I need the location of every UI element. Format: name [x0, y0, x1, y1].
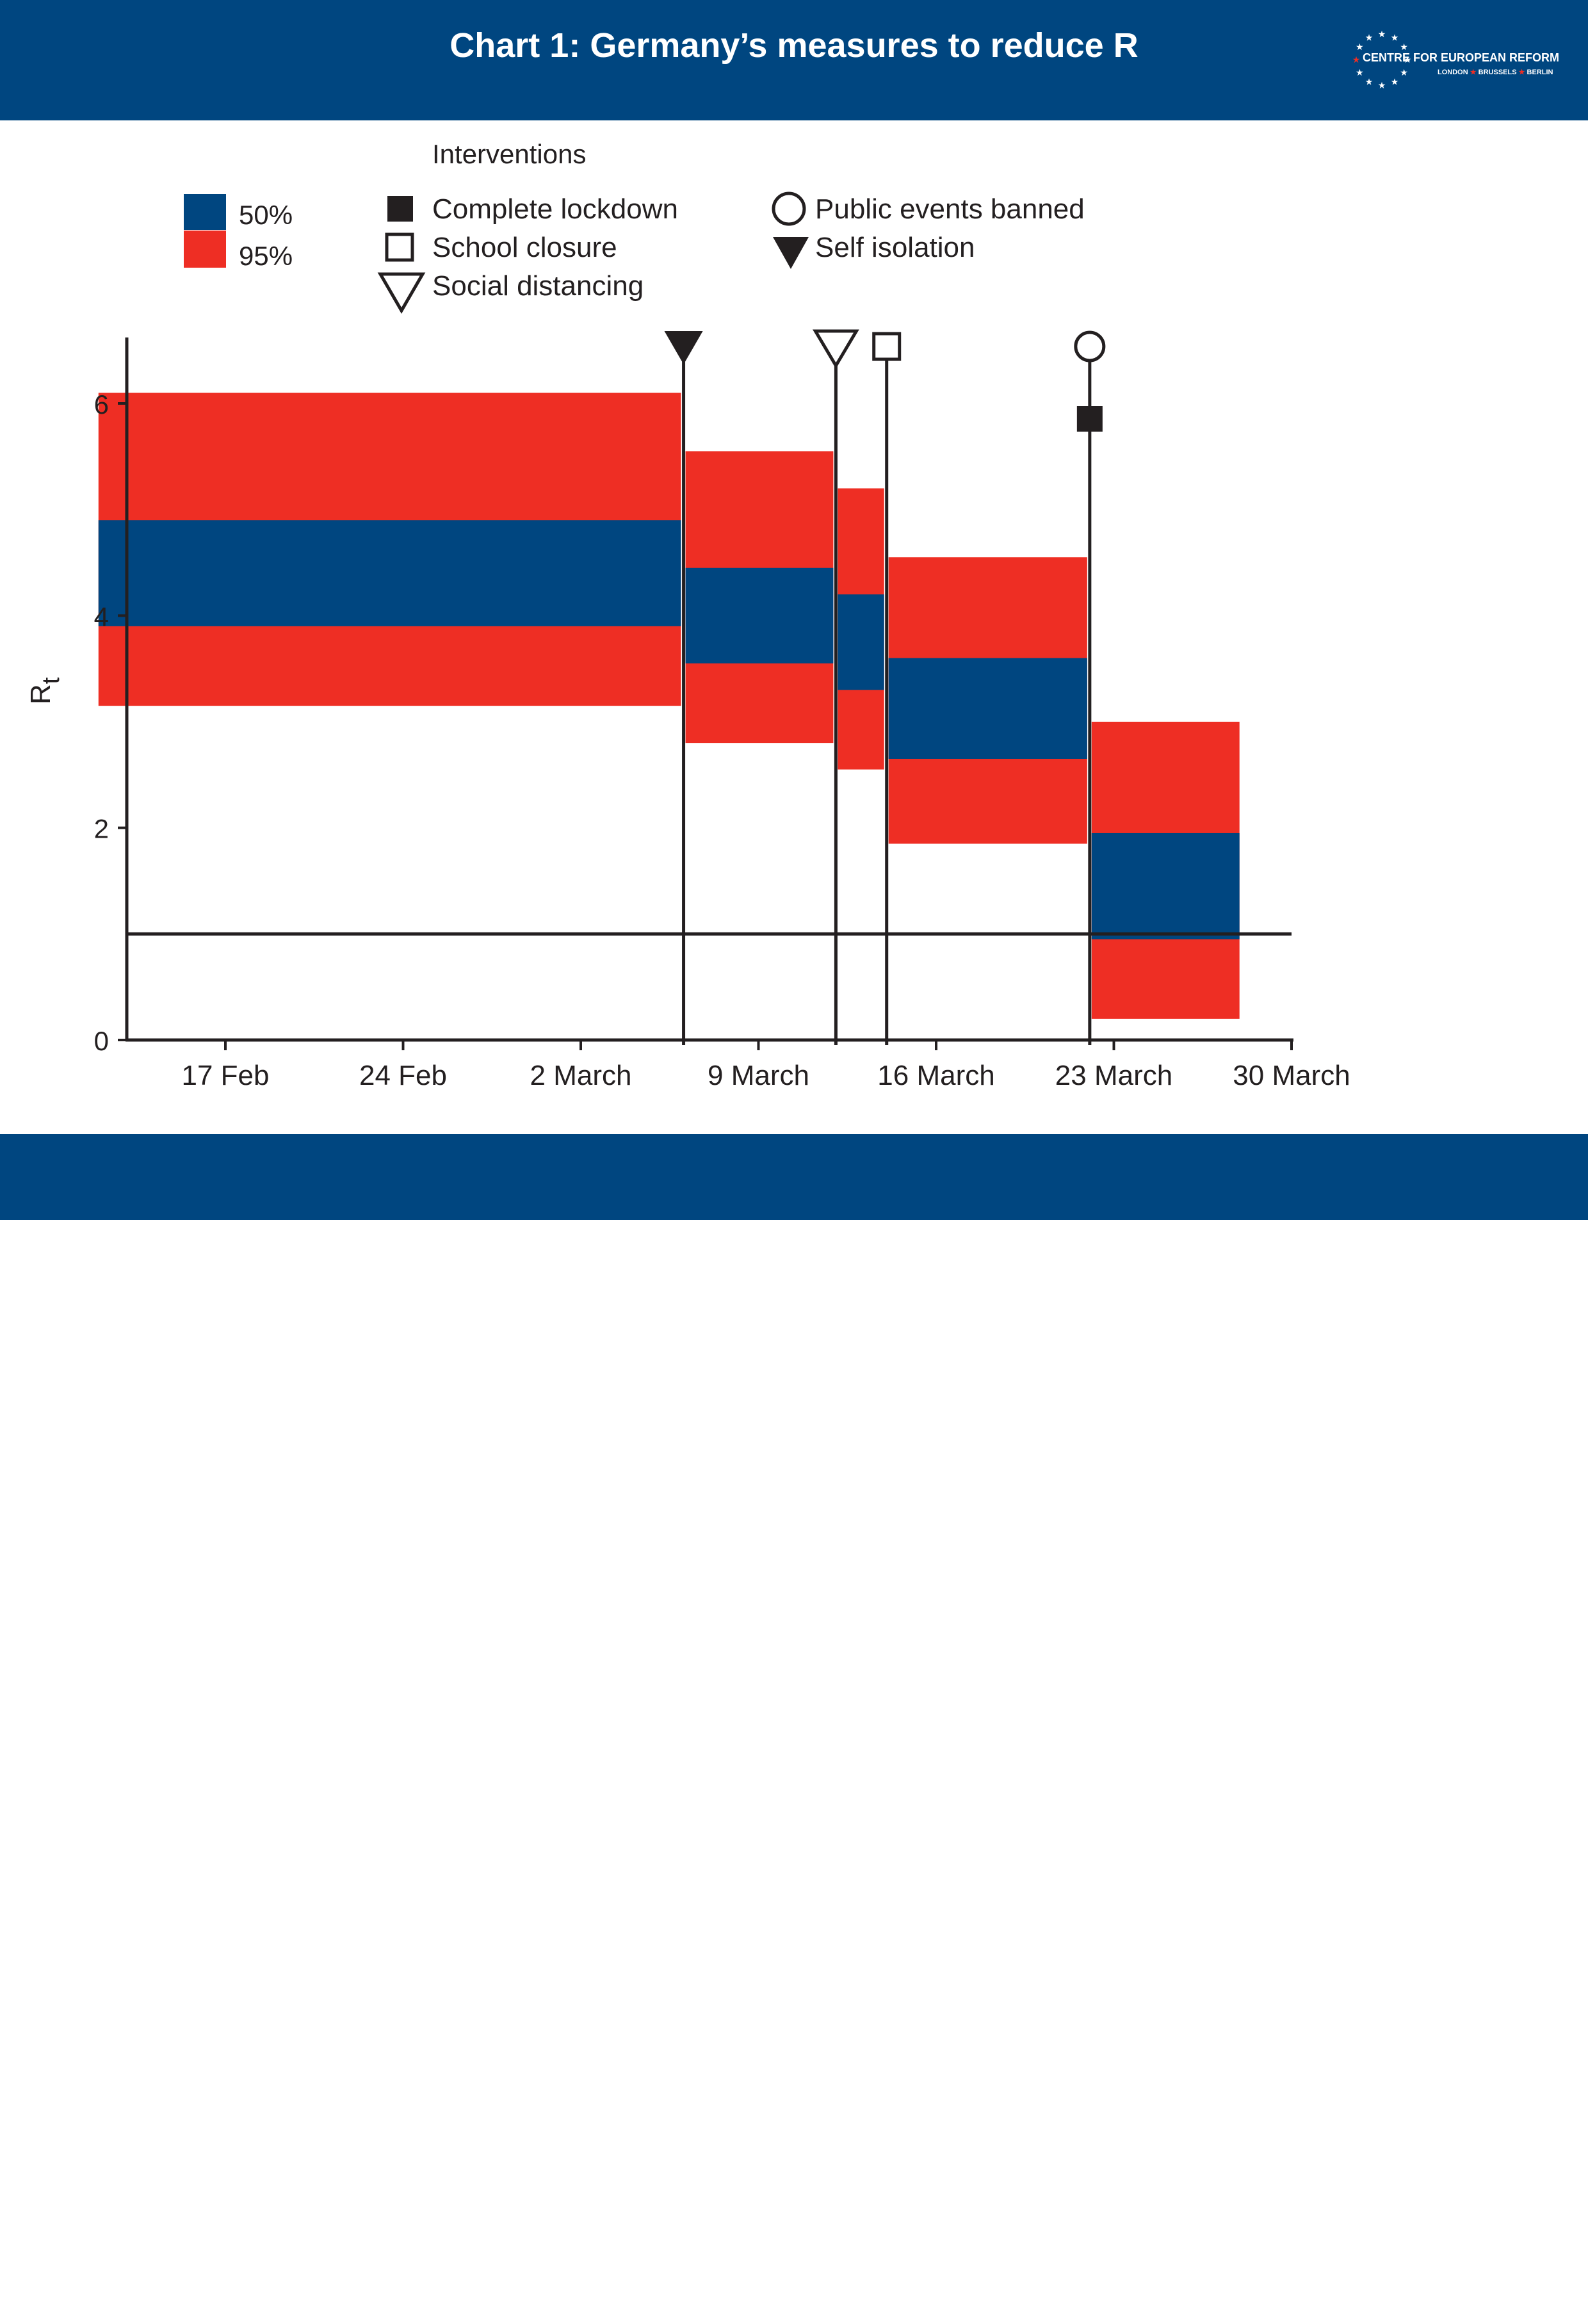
eu-stars-icon: ★ ★★★★★★★★★★★	[1352, 29, 1412, 91]
x-tick-label-7: 30 March	[1233, 1060, 1350, 1091]
legend: Interventions 50% 95% Complete lockdown …	[184, 139, 1085, 314]
logo-city-brussels: BRUSSELS	[1479, 69, 1517, 76]
y-axis-label: Rt	[25, 677, 65, 704]
open-circle-marker-icon	[1074, 330, 1106, 362]
logo-separator-icon: ★	[1517, 69, 1527, 76]
interventions-layer	[664, 329, 1106, 1045]
legend-school-closure: School closure	[432, 232, 617, 263]
axes-layer: 0 2 4 6 17 Feb 24 Feb 2 March 9 March 16 March 23…	[25, 337, 1350, 1091]
school-closure-legend-icon	[385, 232, 414, 262]
complete-lockdown-legend-icon	[387, 196, 413, 222]
chart-title: Chart 1: Germany’s measures to reduce R	[450, 26, 1138, 65]
filled-triangle-down-marker-icon	[664, 331, 703, 364]
legend-swatch-50	[184, 194, 226, 230]
logo-separator-icon: ★	[1468, 69, 1479, 76]
self-isolation-legend-icon	[773, 237, 809, 269]
y-tick-label-0: 0	[94, 1026, 109, 1056]
logo-star-icon: ★	[1400, 42, 1408, 53]
x-tick-label-1: 17 Feb	[182, 1060, 270, 1091]
logo-star-icon: ★	[1365, 77, 1373, 88]
public-events-legend-icon	[772, 191, 806, 226]
logo-cities: LONDON ★ BRUSSELS ★ BERLIN	[1438, 69, 1553, 76]
open-square-marker-icon	[872, 332, 902, 361]
y-tick-label-4: 4	[94, 601, 109, 631]
band-50-period-3	[838, 594, 884, 690]
legend-complete-lockdown: Complete lockdown	[432, 193, 678, 225]
legend-title: Interventions	[432, 139, 586, 169]
logo-star-icon: ★	[1391, 77, 1399, 88]
header-bar: Chart 1: Germany’s measures to reduce R …	[0, 0, 1588, 120]
y-tick-label-2: 2	[94, 814, 109, 844]
x-tick-label-4: 9 March	[708, 1060, 809, 1091]
source-note: Source: Imperial College London.	[53, 2296, 414, 2323]
legend-label-50: 50%	[239, 200, 293, 230]
y-axis-label-subscript: t	[38, 677, 65, 684]
rt-chart: Interventions 50% 95% Complete lockdown …	[25, 139, 1350, 1091]
logo-star-icon: ★	[1378, 81, 1386, 91]
y-axis-label-main: R	[25, 684, 56, 704]
social-distancing-legend-icon	[377, 272, 426, 314]
x-tick-label-5: 16 March	[877, 1060, 994, 1091]
legend-swatch-95	[184, 231, 226, 268]
footer-bar: Source: Imperial College London.	[0, 1134, 1588, 2323]
band-50-period-4	[888, 658, 1087, 759]
bands-layer	[98, 393, 1240, 1019]
legend-label-95: 95%	[239, 241, 293, 271]
logo-star-icon: ★	[1404, 55, 1412, 65]
logo-name: CENTRE FOR EUROPEAN REFORM	[1363, 51, 1559, 64]
logo-star-icon: ★	[1391, 33, 1399, 43]
logo-star-icon: ★	[1378, 29, 1386, 40]
x-tick-label-3: 2 March	[530, 1060, 632, 1091]
x-tick-label-6: 23 March	[1055, 1060, 1172, 1091]
y-tick-label-6: 6	[94, 389, 109, 419]
filled-square-marker-icon	[1076, 406, 1103, 432]
x-tick-label-2: 24 Feb	[359, 1060, 447, 1091]
logo-star-icon: ★	[1365, 33, 1373, 43]
logo-city-london: LONDON	[1438, 69, 1468, 76]
legend-self-isolation: Self isolation	[815, 232, 975, 263]
logo-city-berlin: BERLIN	[1527, 69, 1553, 76]
logo-star-icon: ★	[1400, 68, 1408, 78]
legend-public-events: Public events banned	[815, 193, 1085, 225]
band-50-period-2	[685, 567, 834, 663]
logo-star-icon: ★	[1356, 42, 1364, 53]
logo-star-icon: ★	[1356, 68, 1364, 78]
open-triangle-down-marker-icon	[813, 329, 859, 369]
band-50-period-5	[1091, 833, 1240, 939]
logo-star-icon: ★	[1352, 55, 1361, 65]
band-50-period-1	[98, 520, 681, 626]
legend-social-distancing: Social distancing	[432, 270, 644, 302]
cer-logo: ★ ★★★★★★★★★★★ CENTRE FOR EUROPEAN REFORM …	[1352, 29, 1559, 91]
